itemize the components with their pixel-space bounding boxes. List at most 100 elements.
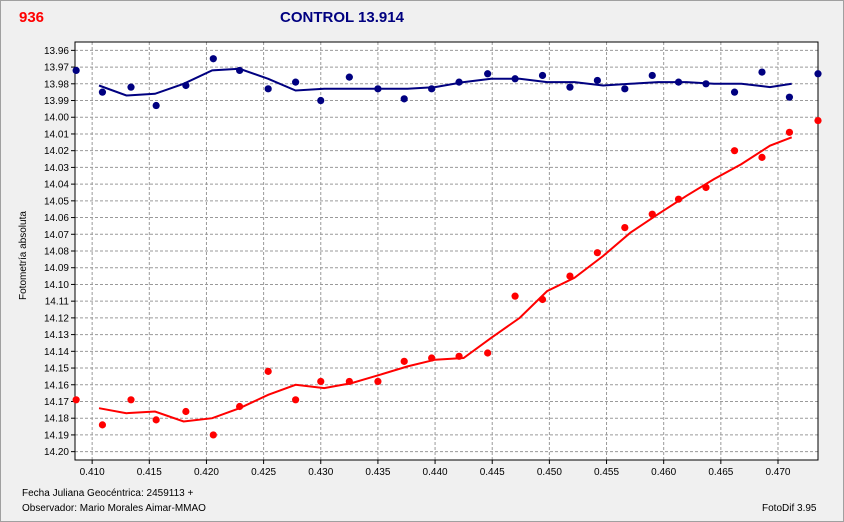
software-label: FotoDif 3.95 [762, 503, 817, 514]
x-tick-label: 0.420 [194, 467, 219, 478]
data-point-1 [127, 83, 135, 91]
data-point-1 [345, 73, 353, 81]
data-point-2 [209, 431, 217, 439]
y-tick-label: 14.06 [44, 213, 69, 224]
y-tick-label: 14.19 [44, 430, 69, 441]
y-tick-label: 14.04 [44, 180, 69, 191]
data-point-1 [400, 95, 408, 103]
y-tick-label: 14.07 [44, 230, 69, 241]
y-tick-label: 14.18 [44, 414, 69, 425]
data-point-2 [236, 402, 244, 411]
data-point-2 [127, 396, 135, 404]
data-point-1 [72, 66, 80, 75]
data-point-1 [566, 83, 574, 91]
y-tick-label: 13.96 [44, 46, 69, 57]
data-point-1 [648, 71, 656, 80]
y-tick-label: 14.02 [44, 146, 69, 157]
data-point-2 [648, 210, 656, 218]
data-point-2 [702, 183, 710, 192]
x-tick-label: 0.445 [480, 467, 505, 478]
y-tick-label: 14.03 [44, 163, 69, 174]
y-tick-label: 14.01 [44, 129, 69, 140]
data-point-2 [593, 249, 601, 257]
y-tick-label: 14.08 [44, 247, 69, 258]
x-tick-label: 0.470 [765, 467, 790, 478]
x-tick-label: 0.465 [708, 467, 733, 478]
data-point-2 [484, 349, 492, 357]
y-tick-label: 14.20 [44, 447, 69, 458]
data-point-1 [814, 70, 822, 78]
data-point-1 [209, 55, 217, 63]
data-point-1 [317, 96, 325, 105]
y-tick-label: 14.13 [44, 330, 69, 341]
data-point-2 [785, 128, 794, 136]
y-tick-label: 13.97 [44, 63, 69, 74]
data-point-2 [566, 272, 574, 280]
data-point-1 [455, 78, 463, 86]
data-point-2 [374, 377, 382, 386]
data-point-1 [758, 68, 766, 76]
data-point-2 [511, 292, 519, 300]
julian-date-label: Fecha Juliana Geocéntrica: 2459113 + [22, 488, 194, 499]
y-tick-label: 14.00 [44, 113, 69, 124]
x-tick-label: 0.460 [651, 467, 676, 478]
data-point-1 [674, 78, 683, 86]
y-tick-label: 14.17 [44, 397, 69, 408]
data-point-1 [98, 88, 107, 96]
data-point-1 [152, 101, 160, 110]
data-point-2 [538, 295, 547, 304]
data-point-2 [292, 396, 300, 404]
y-tick-label: 14.15 [44, 364, 69, 375]
y-tick-label: 14.12 [44, 313, 69, 324]
data-point-2 [621, 223, 629, 232]
data-point-2 [758, 153, 766, 161]
x-tick-label: 0.410 [80, 467, 105, 478]
data-point-1 [538, 71, 547, 80]
data-point-2 [264, 367, 272, 375]
x-tick-label: 0.435 [365, 467, 390, 478]
y-tick-label: 13.98 [44, 79, 69, 90]
y-tick-label: 14.14 [44, 347, 69, 358]
data-point-1 [236, 66, 244, 75]
x-tick-label: 0.455 [594, 467, 619, 478]
y-tick-label: 13.99 [44, 96, 69, 107]
data-point-2 [317, 377, 325, 386]
data-point-2 [814, 116, 822, 125]
id-label: 936 [19, 9, 45, 26]
data-point-1 [182, 81, 190, 90]
data-point-1 [785, 93, 794, 101]
data-point-1 [511, 75, 519, 83]
plot-border [74, 41, 819, 461]
data-point-1 [730, 88, 739, 96]
y-tick-label: 14.09 [44, 263, 69, 274]
y-tick-label: 14.10 [44, 280, 69, 291]
observer-label: Observador: Mario Morales Aimar-MMAO [22, 503, 206, 514]
data-point-2 [182, 407, 190, 416]
x-tick-label: 0.425 [251, 467, 276, 478]
data-point-2 [72, 396, 80, 404]
data-point-1 [621, 85, 629, 93]
x-tick-label: 0.440 [423, 467, 448, 478]
data-point-1 [484, 70, 492, 78]
data-point-1 [702, 80, 710, 88]
data-point-2 [400, 357, 408, 365]
data-point-2 [428, 354, 436, 362]
data-point-1 [374, 85, 382, 93]
data-point-1 [264, 85, 272, 93]
data-point-2 [674, 195, 683, 203]
data-point-1 [593, 76, 601, 85]
data-point-1 [428, 85, 436, 93]
y-tick-label: 14.16 [44, 380, 69, 391]
y-tick-label: 14.05 [44, 196, 69, 207]
x-tick-label: 0.430 [308, 467, 333, 478]
x-tick-label: 0.415 [137, 467, 162, 478]
data-point-1 [292, 78, 300, 86]
chart-title: CONTROL 13.914 [280, 9, 404, 26]
data-point-2 [455, 352, 463, 360]
data-point-2 [98, 421, 107, 429]
data-point-2 [730, 147, 739, 155]
y-tick-label: 14.11 [45, 297, 70, 308]
x-tick-label: 0.450 [537, 467, 562, 478]
data-point-2 [345, 377, 353, 386]
